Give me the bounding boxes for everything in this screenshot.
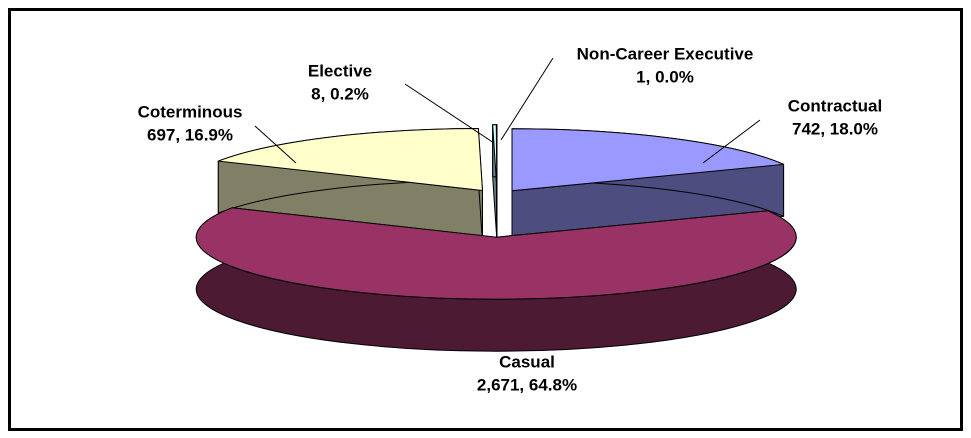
category-label: Non-Career Executive bbox=[577, 44, 754, 63]
slice-top bbox=[217, 127, 483, 191]
value-label: 8, 0.2% bbox=[311, 84, 369, 103]
leader-line bbox=[254, 125, 297, 164]
slice bbox=[195, 207, 797, 352]
category-label: Elective bbox=[308, 61, 372, 80]
value-label: 742, 18.0% bbox=[792, 119, 878, 138]
leader-line bbox=[500, 57, 554, 141]
slice bbox=[511, 128, 785, 244]
slice bbox=[492, 124, 498, 240]
slice-top bbox=[195, 207, 797, 300]
slice-top bbox=[492, 124, 498, 188]
value-label: 1, 0.0% bbox=[636, 67, 694, 86]
value-label: 2,671, 64.8% bbox=[477, 375, 577, 394]
chart-frame bbox=[8, 8, 963, 431]
leader-line bbox=[702, 119, 761, 164]
category-label: Contractual bbox=[788, 96, 882, 115]
leader-line bbox=[404, 83, 495, 144]
category-label: Coterminous bbox=[138, 102, 243, 121]
value-label: 697, 16.9% bbox=[147, 125, 233, 144]
category-label: Casual bbox=[499, 352, 555, 371]
slice-top bbox=[511, 128, 785, 192]
slice bbox=[217, 127, 483, 243]
